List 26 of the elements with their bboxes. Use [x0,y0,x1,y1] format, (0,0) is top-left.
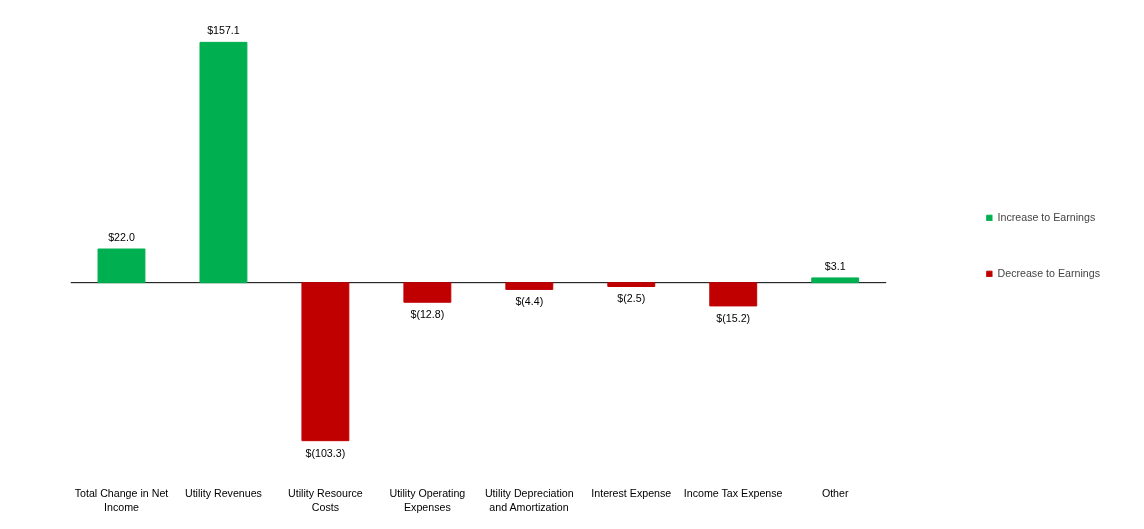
x-tick-label: Total Change in Net Income [74,486,169,513]
x-tick-label: Utility Depreciation and Amortization [484,486,574,513]
data-label: $22.0 [108,231,135,244]
x-tick-label: Utility Operating Expenses [389,486,466,513]
bar [301,282,350,442]
data-label: $(2.5) [617,292,646,305]
bar [403,282,452,303]
data-label: $(103.3) [305,446,346,459]
x-tick-label: Utility Revenues [184,486,262,499]
x-tick-label: Other [821,486,849,499]
legend-label: Decrease to Earnings [997,267,1100,279]
bar [97,248,146,284]
bar [505,282,554,290]
data-label: $157.1 [207,24,240,37]
bar [199,41,248,284]
x-tick-label: Utility Resource Costs [288,486,363,513]
bar [811,277,860,284]
x-tick-label: Interest Expense [591,486,672,499]
data-label: $(12.8) [410,308,445,321]
bar [607,282,656,287]
legend-label: Increase to Earnings [997,211,1096,223]
data-label: $(4.4) [515,295,544,308]
data-label: $3.1 [824,259,846,272]
data-label: $(15.2) [716,311,751,324]
bar [709,282,758,307]
x-tick-label: Income Tax Expense [683,486,783,499]
